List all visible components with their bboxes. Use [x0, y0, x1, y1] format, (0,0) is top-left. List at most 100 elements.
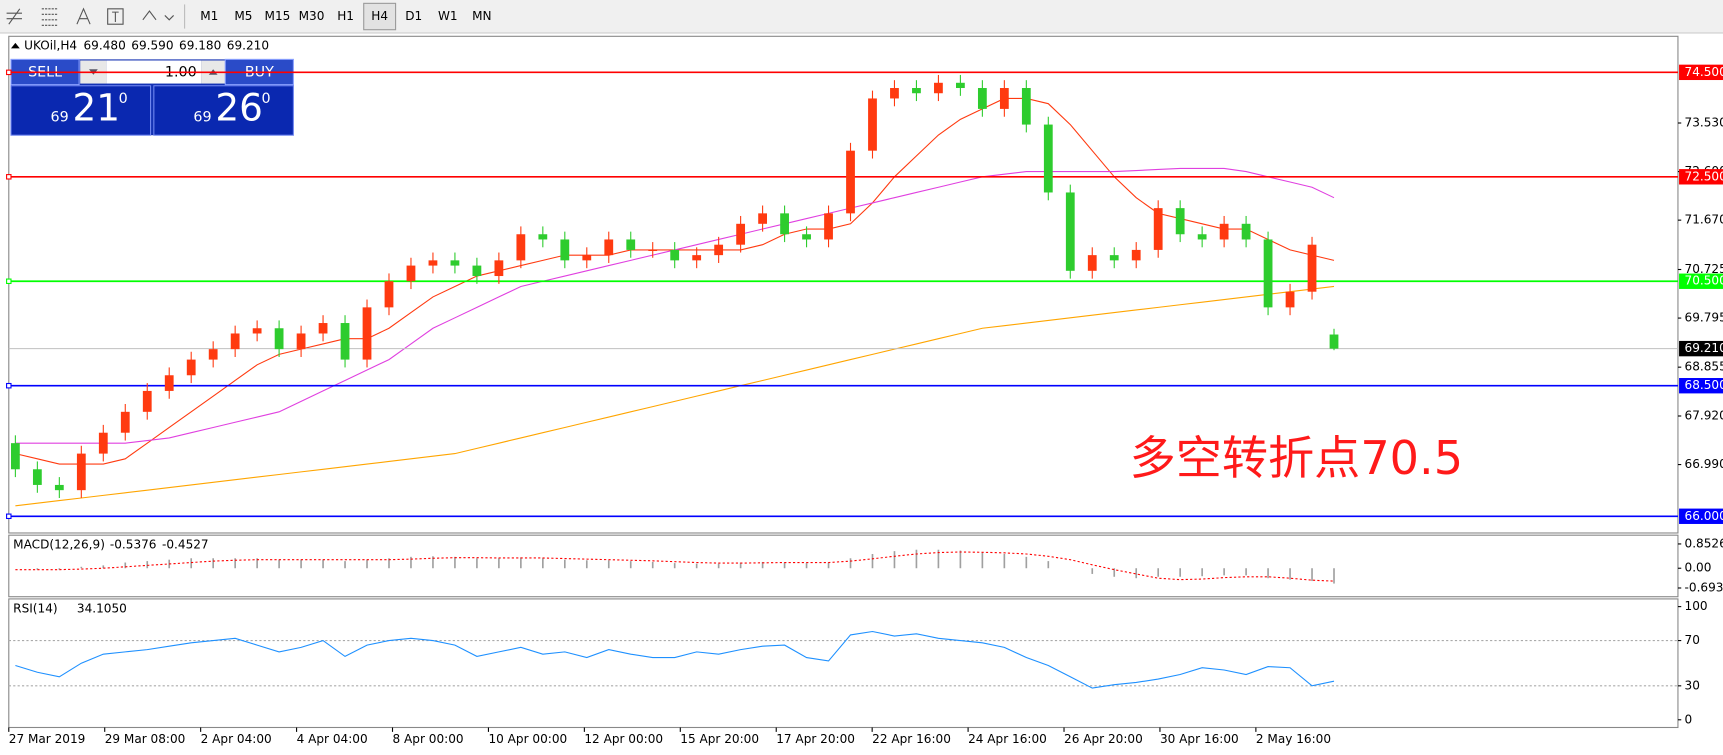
y-tick-label: 30 — [1685, 678, 1700, 692]
level-tag — [1679, 169, 1723, 185]
bid-big: 69 — [51, 110, 69, 126]
moving-average — [15, 285, 1335, 507]
lines-icon[interactable] — [41, 8, 58, 26]
toolbar — [0, 0, 1723, 34]
timeframe-button[interactable]: M5 — [234, 9, 252, 23]
candle-body — [142, 390, 152, 412]
x-tick-label: 30 Apr 16:00 — [1160, 732, 1239, 746]
candle-body — [1153, 208, 1163, 250]
current-price-tag — [1679, 340, 1723, 357]
y-tick-label: 73.530 — [1685, 116, 1723, 130]
y-tick-label: 71.670 — [1685, 213, 1723, 227]
x-tick-label: 4 Apr 04:00 — [297, 732, 368, 746]
rsi-legend-value: 34.1050 — [77, 601, 127, 615]
candle-body — [1241, 223, 1251, 240]
crosshair-icon[interactable] — [6, 8, 22, 25]
candle-body — [450, 260, 460, 266]
y-tick-label: 0 — [1685, 712, 1693, 726]
candle-body — [10, 443, 20, 470]
label-icon[interactable] — [107, 8, 124, 25]
x-tick-label: 8 Apr 00:00 — [393, 732, 464, 746]
x-tick-label: 12 Apr 00:00 — [584, 732, 663, 746]
macd-title: MACD(12,26,9) — [13, 538, 105, 552]
level-label: 74.500 — [1685, 65, 1723, 79]
shapes-icon[interactable] — [142, 10, 175, 21]
timeframe-button[interactable]: MN — [472, 9, 491, 23]
candle-body — [296, 333, 306, 350]
candle-body — [890, 88, 899, 99]
candle-body — [692, 255, 702, 261]
label-icon-t — [112, 11, 119, 23]
level-tag — [1679, 273, 1723, 289]
ask-box[interactable] — [153, 85, 294, 136]
symbol-title: UKOil,H4 — [24, 39, 77, 53]
candle-body — [384, 281, 394, 308]
y-tick-label: -0.6937 — [1685, 580, 1723, 594]
candle-body — [208, 349, 218, 360]
level-label: 66.000 — [1685, 509, 1723, 523]
candle-body — [1175, 208, 1185, 235]
candle-body — [32, 469, 42, 485]
level-anchor — [6, 278, 12, 284]
candle-body — [648, 249, 658, 252]
candle-body — [1087, 255, 1097, 271]
timeframe-active — [363, 2, 397, 31]
macd-signal — [15, 551, 1335, 582]
candle-body — [54, 484, 64, 491]
rsi-line — [15, 630, 1335, 689]
y-tick-label: 0.8526 — [1685, 536, 1723, 550]
y-tick-label: 0.00 — [1685, 561, 1712, 575]
rsi-panel — [8, 598, 1679, 729]
macd-legend-value: -0.4527 — [162, 538, 209, 552]
level-anchor — [6, 513, 12, 520]
x-tick-label: 27 Mar 2019 — [9, 732, 86, 746]
candle-body — [934, 82, 943, 94]
candle-body — [340, 323, 350, 360]
candle-body — [846, 150, 855, 214]
timeframe-button[interactable]: M30 — [299, 9, 325, 23]
y-tick-label: 70 — [1685, 633, 1700, 647]
candle-body — [714, 244, 724, 256]
candle-body — [977, 88, 987, 109]
timeframe-button[interactable]: W1 — [438, 9, 458, 23]
header-value: 69.180 — [179, 39, 221, 53]
candle-body — [428, 260, 438, 266]
timeframe-button[interactable]: M15 — [265, 9, 291, 23]
candle-body — [120, 411, 130, 433]
ask-small: 0 — [262, 91, 271, 107]
text-icon[interactable] — [76, 7, 91, 25]
candle-body — [230, 333, 240, 350]
y-tick-label: 67.920 — [1685, 408, 1723, 422]
candle-body — [1043, 124, 1053, 193]
x-tick-label: 10 Apr 00:00 — [488, 732, 567, 746]
candle-body — [538, 234, 548, 240]
level-tag — [1679, 64, 1723, 81]
timeframe-button[interactable]: D1 — [405, 9, 422, 23]
candle-body — [186, 359, 196, 376]
level-tag — [1679, 508, 1723, 524]
candle-body — [76, 453, 86, 491]
timeframe-button[interactable]: H1 — [337, 9, 354, 23]
bid-box[interactable] — [10, 85, 152, 136]
candle-body — [758, 213, 767, 224]
candle-body — [98, 432, 108, 454]
candle-body — [362, 307, 372, 360]
panel-icon — [10, 42, 20, 49]
candle-body — [868, 98, 877, 151]
candle-body — [824, 213, 833, 240]
candle-body — [560, 239, 570, 261]
timeframe-button[interactable]: M1 — [200, 9, 218, 23]
y-tick-label: 68.855 — [1685, 360, 1723, 374]
candle-body — [318, 323, 328, 334]
ask-big: 69 — [193, 110, 211, 126]
candle-body — [252, 328, 262, 334]
level-label: 70.500 — [1685, 274, 1723, 288]
ask-main: 26 — [215, 85, 263, 129]
tool-icons — [6, 4, 186, 29]
candle-body — [1197, 234, 1207, 240]
timeframe-button[interactable]: H4 — [371, 9, 388, 23]
candle-body — [406, 265, 416, 282]
header-value: 69.590 — [131, 39, 173, 53]
